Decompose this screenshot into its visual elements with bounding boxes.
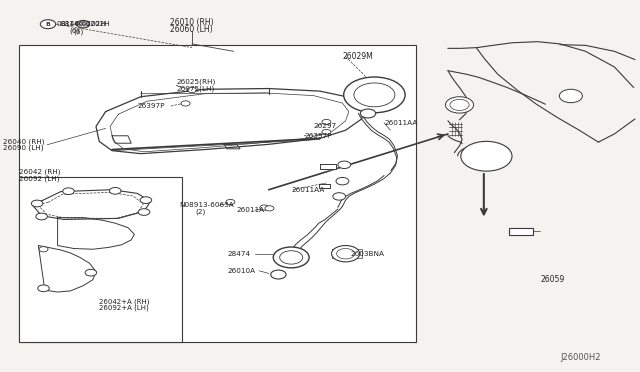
Circle shape xyxy=(265,206,274,211)
Text: 26397P: 26397P xyxy=(304,133,332,139)
Text: 26042 (RH): 26042 (RH) xyxy=(19,169,61,175)
Text: 26297: 26297 xyxy=(314,124,337,129)
Circle shape xyxy=(271,270,286,279)
Text: 26010A: 26010A xyxy=(227,268,255,274)
Circle shape xyxy=(336,177,349,185)
Text: N08913-6063A: N08913-6063A xyxy=(179,202,234,208)
Text: (6): (6) xyxy=(74,28,84,35)
Circle shape xyxy=(273,247,309,268)
Polygon shape xyxy=(224,144,240,149)
Text: 26060 (LH): 26060 (LH) xyxy=(170,25,212,33)
Circle shape xyxy=(332,246,360,262)
Text: 26092+A (LH): 26092+A (LH) xyxy=(99,304,149,311)
Polygon shape xyxy=(320,164,336,169)
Circle shape xyxy=(36,213,47,220)
Polygon shape xyxy=(32,190,150,219)
Polygon shape xyxy=(96,89,365,154)
Bar xyxy=(19,177,182,342)
Text: 26011AA: 26011AA xyxy=(291,187,324,193)
Text: 26042+A (RH): 26042+A (RH) xyxy=(99,298,150,305)
Bar xyxy=(19,45,416,342)
Text: 26029M: 26029M xyxy=(342,52,373,61)
Text: 26090 (LH): 26090 (LH) xyxy=(3,145,44,151)
Circle shape xyxy=(461,141,512,171)
Text: 08146-6202H: 08146-6202H xyxy=(61,21,111,27)
Circle shape xyxy=(63,188,74,195)
Circle shape xyxy=(38,285,49,292)
Text: J26000H2: J26000H2 xyxy=(560,353,600,362)
Polygon shape xyxy=(58,218,134,249)
Text: 26010 (RH): 26010 (RH) xyxy=(170,18,213,27)
Circle shape xyxy=(333,193,346,200)
Circle shape xyxy=(39,247,48,252)
Circle shape xyxy=(445,97,474,113)
Circle shape xyxy=(322,119,331,125)
Circle shape xyxy=(138,209,150,215)
Polygon shape xyxy=(319,184,330,188)
Circle shape xyxy=(354,83,395,107)
Text: (2): (2) xyxy=(195,209,205,215)
Circle shape xyxy=(226,199,235,205)
Circle shape xyxy=(322,129,331,135)
Text: 26397P: 26397P xyxy=(138,103,165,109)
Circle shape xyxy=(280,251,303,264)
Text: B: B xyxy=(45,22,51,27)
Polygon shape xyxy=(278,251,304,264)
Circle shape xyxy=(181,101,190,106)
Circle shape xyxy=(140,197,152,203)
Text: (6): (6) xyxy=(69,28,79,35)
Circle shape xyxy=(337,248,355,259)
Circle shape xyxy=(40,20,56,29)
Circle shape xyxy=(260,205,269,210)
Circle shape xyxy=(109,187,121,194)
Text: 26075(LH): 26075(LH) xyxy=(176,85,214,92)
Polygon shape xyxy=(38,246,96,292)
Text: 26059: 26059 xyxy=(541,275,565,284)
Circle shape xyxy=(360,109,376,118)
Circle shape xyxy=(85,269,97,276)
Circle shape xyxy=(188,87,196,93)
Polygon shape xyxy=(112,136,131,143)
Text: 28474: 28474 xyxy=(227,251,250,257)
Text: 26025(RH): 26025(RH) xyxy=(176,78,215,85)
Bar xyxy=(509,228,533,235)
Circle shape xyxy=(31,200,43,207)
Text: 26092 (LH): 26092 (LH) xyxy=(19,175,60,182)
Circle shape xyxy=(559,89,582,103)
Text: 2603BNA: 2603BNA xyxy=(351,251,385,257)
Text: 08146-6202H: 08146-6202H xyxy=(56,21,106,27)
Text: 26011A: 26011A xyxy=(237,207,265,213)
Text: 26040 (RH): 26040 (RH) xyxy=(3,138,45,145)
Circle shape xyxy=(344,77,405,113)
Polygon shape xyxy=(110,93,349,152)
Circle shape xyxy=(77,20,90,28)
Text: 26011AA: 26011AA xyxy=(384,120,417,126)
Polygon shape xyxy=(332,249,362,258)
Circle shape xyxy=(450,99,469,110)
Circle shape xyxy=(338,161,351,169)
